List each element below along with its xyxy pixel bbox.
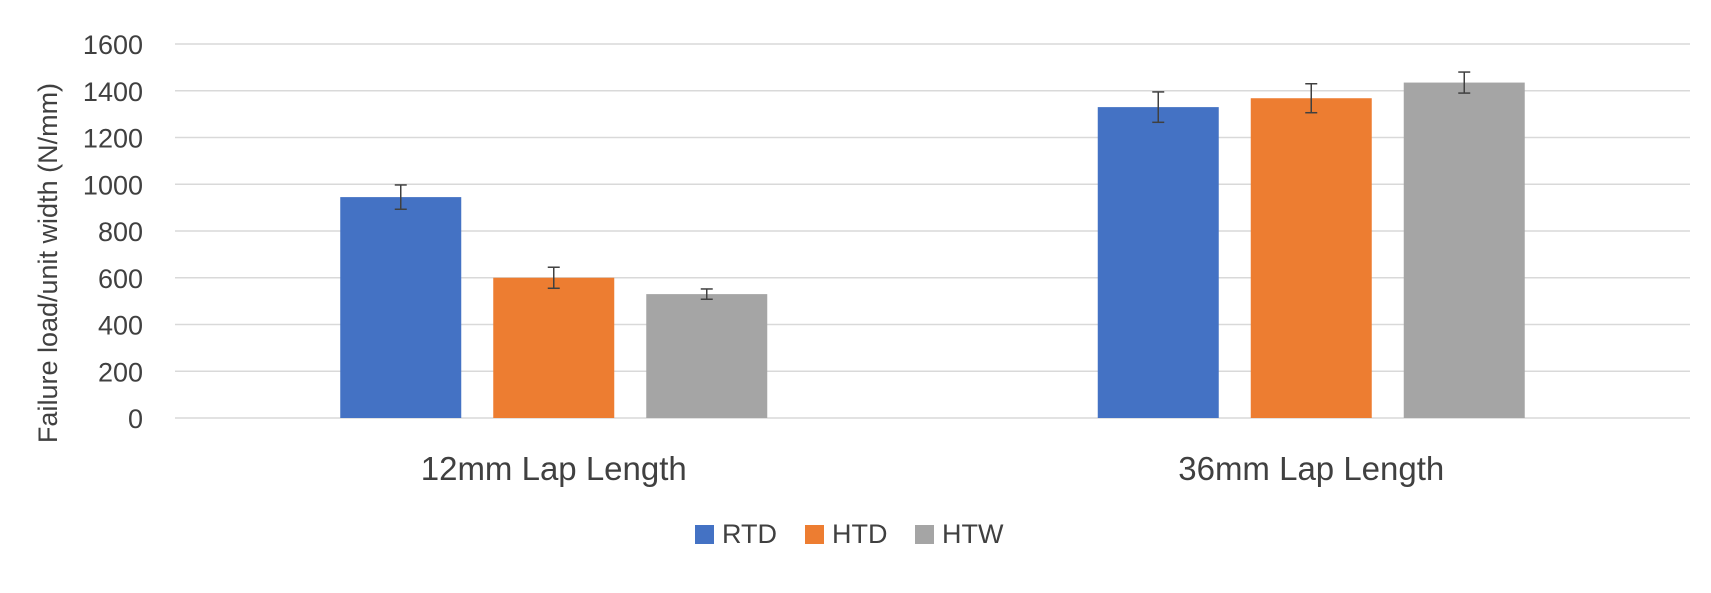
y-tick-label: 800 [98,217,143,247]
error-bar [700,288,713,301]
legend-item-htd: HTD [805,519,888,549]
error-bar [547,266,560,290]
legend-label: RTD [722,519,777,549]
y-tick-label: 200 [98,357,143,387]
legend-label: HTW [942,519,1004,549]
legend-item-rtd: RTD [695,519,777,549]
y-tick-label: 1400 [83,77,143,107]
y-axis-label: Failure load/unit width (N/mm) [33,83,63,443]
error-bar [1152,91,1165,124]
category-labels: 12mm Lap Length 36mm Lap Length [421,450,1445,487]
bar-htw [646,294,768,418]
y-tick-label: 1200 [83,124,143,154]
y-tick-label: 400 [98,311,143,341]
y-axis-ticks: 0 200 400 600 800 1000 1200 1400 1600 [83,30,143,434]
bar-htd [1250,98,1372,418]
error-bar [394,184,407,211]
error-bar [1305,82,1318,114]
y-tick-label: 600 [98,264,143,294]
y-tick-label: 1600 [83,30,143,60]
legend-swatch [915,525,934,544]
y-tick-label: 0 [128,404,143,434]
bars [340,82,1525,419]
legend-label: HTD [832,519,888,549]
error-bar [1458,71,1471,94]
legend: RTD HTD HTW [695,519,1004,549]
bar-rtd [340,197,462,418]
bar-htd [493,277,615,418]
y-tick-label: 1000 [83,170,143,200]
legend-swatch [805,525,824,544]
legend-swatch [695,525,714,544]
legend-item-htw: HTW [915,519,1004,549]
category-label: 36mm Lap Length [1178,450,1444,487]
bar-rtd [1097,107,1219,419]
error-bars [394,71,1471,301]
category-label: 12mm Lap Length [421,450,687,487]
bar-htw [1403,82,1525,418]
